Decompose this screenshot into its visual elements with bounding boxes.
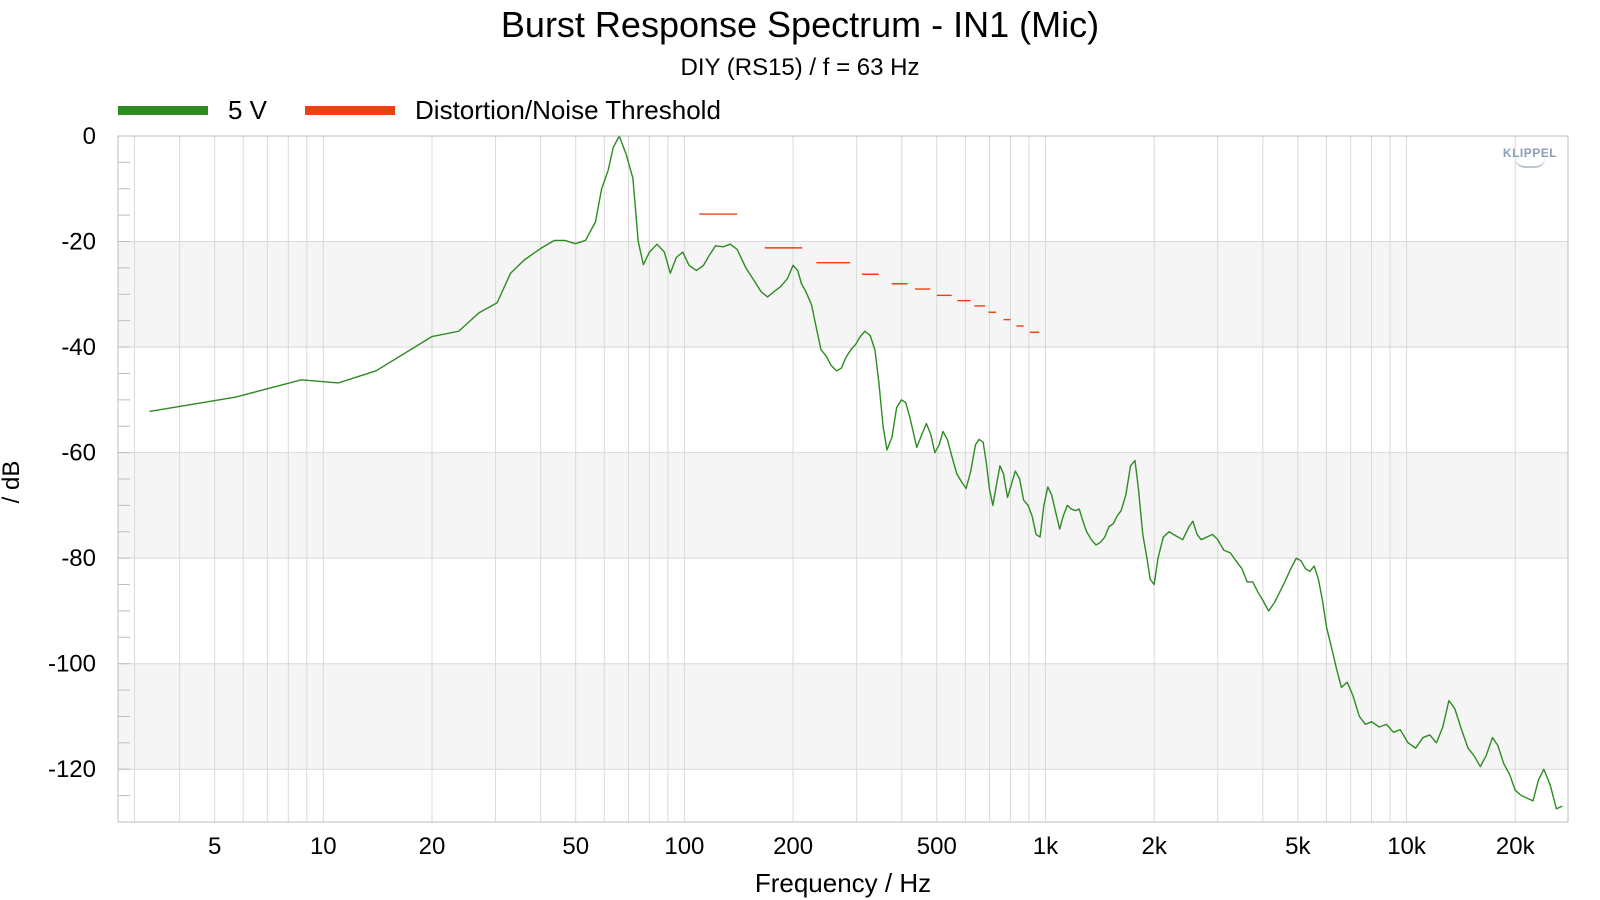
x-tick-label: 1k xyxy=(1033,833,1059,860)
x-tick-label: 100 xyxy=(664,833,704,860)
plot-frame xyxy=(117,135,1569,823)
x-tick-labels: 5 10 20 50 100 200 500 1k 2k 5k 10k 20k xyxy=(208,833,1536,860)
x-tick-label: 10 xyxy=(310,833,337,860)
x-tick-label: 5k xyxy=(1285,833,1311,860)
y-tick-label: -60 xyxy=(61,440,96,467)
x-tick-label: 200 xyxy=(773,833,813,860)
x-axis-label: Frequency / Hz xyxy=(754,868,932,898)
y-tick-label: -40 xyxy=(61,334,96,361)
y-tick-label: -100 xyxy=(48,651,96,678)
y-tick-label: -80 xyxy=(61,545,96,572)
x-tick-label: 10k xyxy=(1387,833,1427,860)
y-tick-label: -20 xyxy=(61,229,96,256)
plot-minor-ticks xyxy=(118,135,130,823)
plot-band xyxy=(118,241,1568,348)
legend-swatch-5v xyxy=(118,105,208,115)
series-line-5v xyxy=(149,135,1563,810)
legend-swatch-threshold xyxy=(305,105,396,115)
legend-label-5v: 5 V xyxy=(228,94,268,125)
chart-subtitle: DIY (RS15) / f = 63 Hz xyxy=(680,54,920,81)
plot-series xyxy=(149,135,1563,810)
legend-item-threshold: Distortion/Noise Threshold xyxy=(305,95,721,126)
y-axis-label: / dB xyxy=(0,460,25,504)
chart-title: Burst Response Spectrum - IN1 (Mic) xyxy=(500,4,1100,45)
chart-legend: 5 V Distortion/Noise Threshold xyxy=(118,93,759,127)
plot-bands xyxy=(118,241,1568,770)
plot-grid xyxy=(118,135,1568,822)
x-tick-label: 2k xyxy=(1141,833,1167,860)
logo-arc-icon xyxy=(1515,158,1545,168)
x-tick-label: 50 xyxy=(562,833,589,860)
x-tick-label: 5 xyxy=(208,833,221,860)
x-tick-label: 500 xyxy=(917,833,957,860)
logo-text: KLIPPEL xyxy=(1502,146,1558,160)
legend-label-threshold: Distortion/Noise Threshold xyxy=(415,94,721,125)
x-tick-label: 20k xyxy=(1496,833,1536,860)
klippel-logo: KLIPPEL xyxy=(1500,146,1560,168)
plot-band xyxy=(118,663,1568,770)
legend-item-5v: 5 V xyxy=(118,95,267,126)
plot-band xyxy=(118,452,1568,559)
x-tick-label: 20 xyxy=(419,833,446,860)
y-tick-labels: 0 -20 -40 -60 -80 -100 -120 xyxy=(48,123,96,783)
y-tick-label: -120 xyxy=(48,756,96,783)
y-tick-label: 0 xyxy=(83,123,96,150)
